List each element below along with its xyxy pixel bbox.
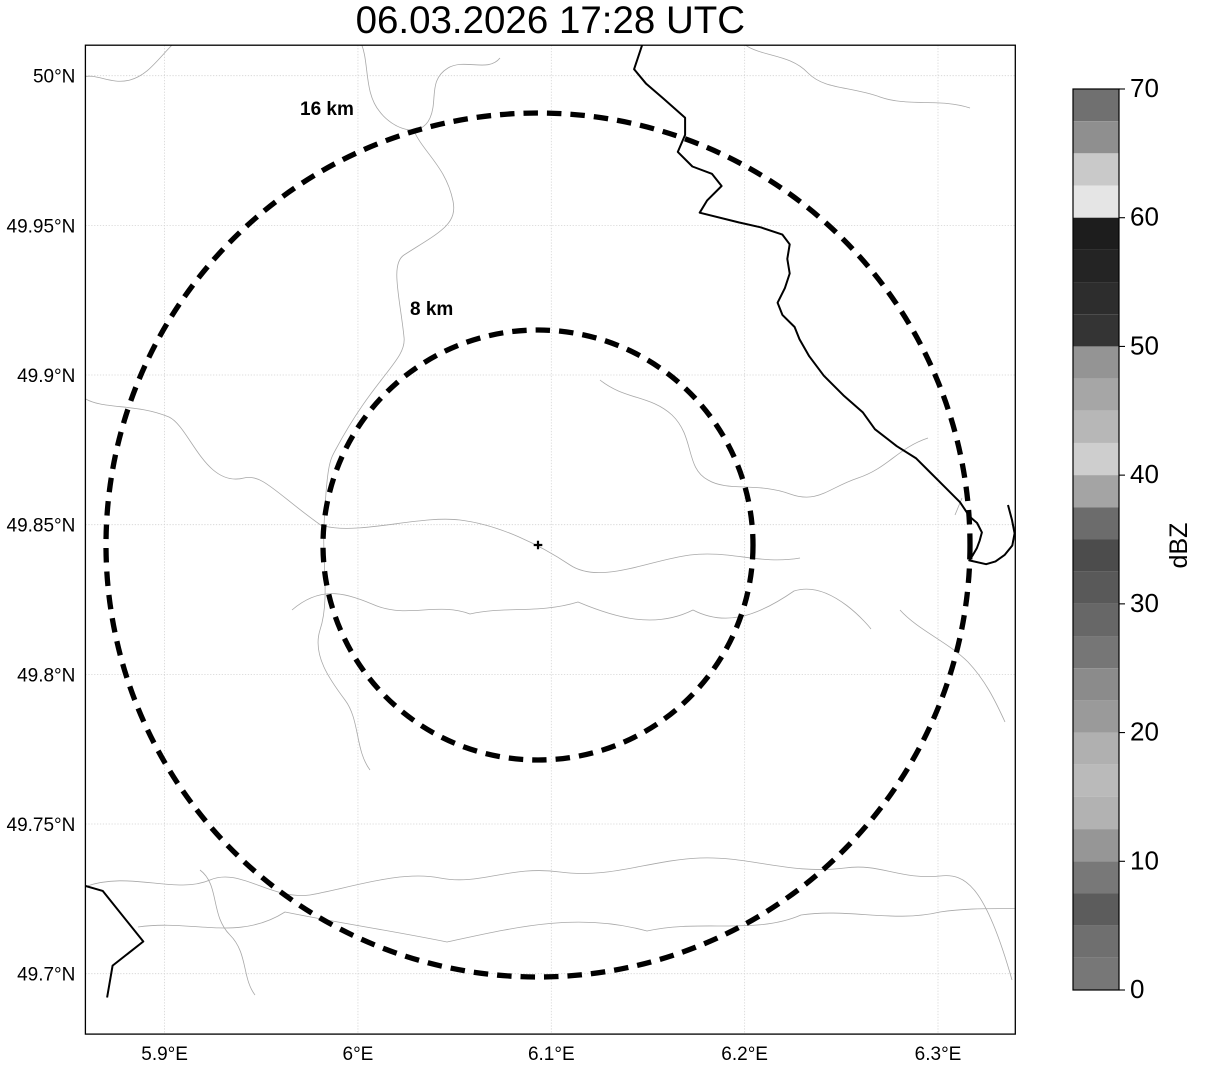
svg-text:30: 30 xyxy=(1130,588,1159,618)
svg-text:49.75°N: 49.75°N xyxy=(7,815,76,836)
svg-text:6.1°E: 6.1°E xyxy=(528,1044,575,1065)
svg-text:20: 20 xyxy=(1130,717,1159,747)
svg-text:60: 60 xyxy=(1130,202,1159,232)
svg-text:dBZ: dBZ xyxy=(1165,523,1193,569)
svg-text:6°E: 6°E xyxy=(343,1044,374,1065)
svg-text:49.95°N: 49.95°N xyxy=(7,216,76,237)
svg-text:50: 50 xyxy=(1130,330,1159,360)
svg-text:49.7°N: 49.7°N xyxy=(17,965,75,986)
svg-text:49.8°N: 49.8°N xyxy=(17,665,75,686)
svg-text:49.9°N: 49.9°N xyxy=(17,366,75,387)
svg-text:0: 0 xyxy=(1130,974,1144,1004)
svg-text:6.3°E: 6.3°E xyxy=(915,1044,962,1065)
svg-text:16 km: 16 km xyxy=(300,99,354,120)
svg-text:10: 10 xyxy=(1130,845,1159,875)
svg-text:49.85°N: 49.85°N xyxy=(7,516,76,537)
svg-text:5.9°E: 5.9°E xyxy=(141,1044,188,1065)
svg-text:50°N: 50°N xyxy=(33,67,75,88)
svg-text:6.2°E: 6.2°E xyxy=(721,1044,768,1065)
svg-text:70: 70 xyxy=(1130,73,1159,103)
svg-text:06.03.2026 17:28 UTC: 06.03.2026 17:28 UTC xyxy=(356,0,746,42)
svg-text:8 km: 8 km xyxy=(410,299,453,320)
svg-text:40: 40 xyxy=(1130,459,1159,489)
